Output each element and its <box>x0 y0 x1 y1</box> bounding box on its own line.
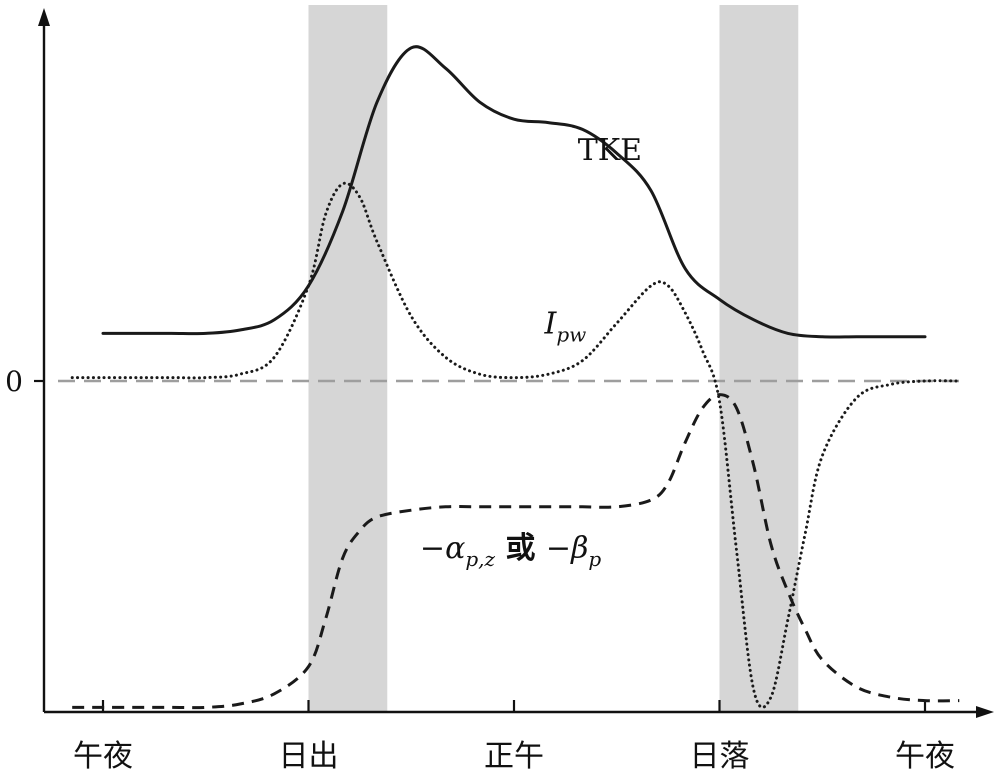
shaded-bands <box>308 5 799 712</box>
series-lines <box>70 45 961 710</box>
series-line-tke <box>101 45 927 339</box>
x-tick-label: 正午 <box>484 739 544 774</box>
x-tick-label: 日出 <box>279 739 339 774</box>
x-axis-arrow <box>976 706 994 718</box>
axes: 午夜 日出 正午 日落 午夜 0 <box>5 8 994 774</box>
x-tick-label: 午夜 <box>73 739 133 774</box>
series-line-alpha-pz-or-beta-p <box>72 393 960 710</box>
x-tick-label: 午夜 <box>895 739 955 774</box>
y-axis-arrow <box>38 8 50 26</box>
series-label-tke: TKE <box>578 133 642 168</box>
series-line-i-pw <box>70 181 961 709</box>
y-tick-label: 0 <box>5 365 23 398</box>
x-tick-label: 日落 <box>690 739 750 774</box>
series-labels: TKE Ipw −αp,z 或 −βp <box>420 133 642 571</box>
shaded-band-sunrise-transition <box>308 5 388 712</box>
shaded-band-sunset-transition <box>719 5 799 712</box>
series-label-alpha-pz-or-beta-p: −αp,z 或 −βp <box>420 531 601 571</box>
series-label-i-pw: Ipw <box>543 306 586 346</box>
